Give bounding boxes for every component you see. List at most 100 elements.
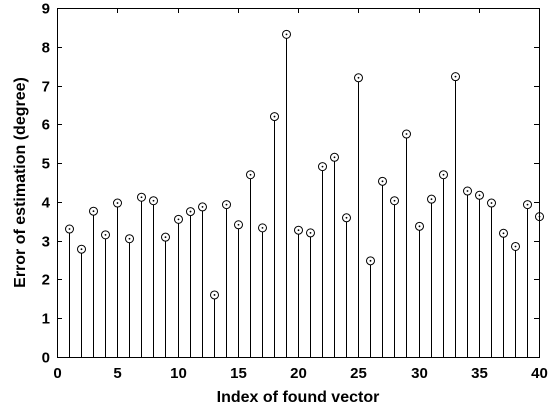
marker-dot xyxy=(418,225,421,228)
marker-dot xyxy=(490,202,493,204)
stem-marker xyxy=(330,152,339,162)
stem-marker xyxy=(354,73,363,83)
stem-marker xyxy=(427,194,436,204)
marker-dot xyxy=(297,229,300,232)
stem-marker xyxy=(174,214,183,224)
x-tick-label: 40 xyxy=(531,365,548,382)
marker-circle xyxy=(65,224,74,234)
y-tick-label: 1 xyxy=(42,311,50,328)
stem-marker xyxy=(451,72,460,82)
y-axis-ticks: 0 1 2 3 4 5 6 7 8 9 xyxy=(42,1,539,367)
marker-circle xyxy=(523,200,532,210)
stem-marker xyxy=(89,206,98,216)
marker-dot xyxy=(128,237,131,240)
marker-dot xyxy=(164,236,167,239)
marker-circle xyxy=(342,213,351,223)
marker-circle xyxy=(294,225,303,235)
stem-marker xyxy=(246,170,255,180)
stem-marker xyxy=(149,196,158,206)
stem-marker xyxy=(294,225,303,235)
y-tick-label: 7 xyxy=(42,79,50,96)
marker-circle xyxy=(174,214,183,224)
marker-dot xyxy=(321,165,324,168)
stem-marker xyxy=(390,196,399,206)
marker-dot xyxy=(526,203,529,206)
stem-marker xyxy=(523,200,532,210)
marker-dot xyxy=(309,232,312,234)
marker-dot xyxy=(68,228,71,230)
stem-markers xyxy=(65,29,544,300)
marker-circle xyxy=(451,72,460,82)
marker-circle xyxy=(427,194,436,204)
stem-marker xyxy=(475,190,484,200)
marker-dot xyxy=(261,226,264,229)
y-tick-label: 8 xyxy=(42,40,50,57)
stem-marker xyxy=(101,230,110,240)
marker-circle xyxy=(463,186,472,196)
y-tick-label: 6 xyxy=(42,117,50,134)
marker-circle xyxy=(354,73,363,83)
marker-circle xyxy=(378,176,387,186)
marker-circle xyxy=(402,129,411,139)
marker-circle xyxy=(475,190,484,200)
y-axis-label: Error of estimation (degree) xyxy=(12,77,29,288)
stem-marker xyxy=(415,221,424,231)
x-tick-label: 20 xyxy=(290,365,307,382)
marker-circle xyxy=(487,198,496,208)
stem-marker xyxy=(439,170,448,180)
marker-circle xyxy=(258,223,267,233)
x-tick-label: 30 xyxy=(411,365,428,382)
stem-series xyxy=(69,38,540,357)
marker-dot xyxy=(514,245,517,248)
y-tick-label: 4 xyxy=(42,195,51,212)
marker-circle xyxy=(101,230,110,240)
marker-dot xyxy=(405,133,408,135)
marker-dot xyxy=(393,199,396,202)
stem-marker xyxy=(487,198,496,208)
stem-marker xyxy=(161,232,170,242)
y-tick-label: 3 xyxy=(42,234,50,251)
marker-dot xyxy=(466,190,469,192)
stem-marker xyxy=(366,256,375,266)
stem-marker xyxy=(463,186,472,196)
y-tick-label: 0 xyxy=(42,350,50,367)
marker-circle xyxy=(390,196,399,206)
x-axis-ticks: 0 5 10 15 20 25 30 35 40 xyxy=(53,8,548,382)
marker-dot xyxy=(430,198,433,201)
marker-dot xyxy=(357,76,360,79)
marker-dot xyxy=(381,180,384,183)
y-tick-label: 2 xyxy=(42,272,50,289)
x-tick-label: 10 xyxy=(170,365,187,382)
y-tick-label: 5 xyxy=(42,156,50,173)
marker-circle xyxy=(198,202,207,212)
marker-circle xyxy=(318,162,327,172)
marker-dot xyxy=(345,216,348,219)
marker-dot xyxy=(502,232,505,235)
stem-marker xyxy=(234,220,243,230)
marker-circle xyxy=(89,206,98,216)
marker-dot xyxy=(92,210,95,213)
marker-dot xyxy=(225,203,228,206)
marker-dot xyxy=(116,202,119,204)
marker-circle xyxy=(511,241,520,251)
marker-dot xyxy=(213,294,216,296)
marker-circle xyxy=(439,170,448,180)
marker-circle xyxy=(366,256,375,266)
marker-circle xyxy=(499,228,508,238)
stem-marker xyxy=(77,244,86,254)
marker-circle xyxy=(210,290,219,300)
stem-marker xyxy=(137,192,146,202)
x-tick-label: 25 xyxy=(350,365,367,382)
marker-circle xyxy=(77,244,86,254)
marker-dot xyxy=(177,218,180,221)
marker-dot xyxy=(369,259,372,262)
stem-marker xyxy=(282,29,291,39)
stem-marker xyxy=(402,129,411,139)
marker-circle xyxy=(149,196,158,206)
marker-dot xyxy=(333,156,336,159)
marker-dot xyxy=(152,199,155,202)
marker-dot xyxy=(140,196,143,199)
marker-dot xyxy=(273,115,276,118)
x-tick-label: 15 xyxy=(230,365,247,382)
